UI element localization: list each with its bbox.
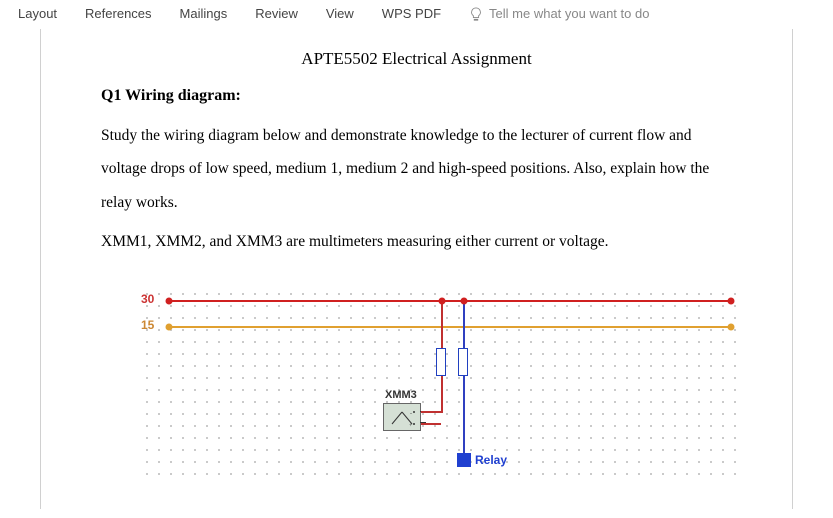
wire-rail-30 [169, 300, 731, 302]
node-rail30-end [728, 298, 735, 305]
label-relay: Relay [475, 453, 507, 467]
multimeter-xmm3: - + [383, 403, 421, 431]
page-canvas: APTE5502 Electrical Assignment Q1 Wiring… [0, 29, 833, 509]
wire-rail-15 [169, 326, 731, 328]
tab-references[interactable]: References [85, 6, 151, 21]
xmm-lead-bot [421, 423, 441, 425]
tab-wps-pdf[interactable]: WPS PDF [382, 6, 441, 21]
component-a [436, 348, 446, 376]
node-rail15-start [166, 324, 173, 331]
question-heading: Q1 Wiring diagram: [101, 87, 732, 105]
tab-review[interactable]: Review [255, 6, 298, 21]
wiring-diagram: 30 15 XMM3 - + [101, 278, 741, 478]
tell-me-search[interactable]: Tell me what you want to do [469, 6, 649, 21]
document-title: APTE5502 Electrical Assignment [101, 49, 732, 69]
lightbulb-icon [469, 7, 483, 21]
paragraph-2: XMM1, XMM2, and XMM3 are multimeters mea… [101, 225, 732, 258]
tell-me-placeholder: Tell me what you want to do [489, 6, 649, 21]
document-page: APTE5502 Electrical Assignment Q1 Wiring… [40, 29, 793, 509]
ribbon-tabs-row: Layout References Mailings Review View W… [0, 0, 833, 29]
label-xmm3: XMM3 [385, 389, 417, 401]
node-tee-a [439, 298, 446, 305]
tab-mailings[interactable]: Mailings [180, 6, 228, 21]
node-rail30-start [166, 298, 173, 305]
paragraph-1: Study the wiring diagram below and demon… [101, 119, 732, 219]
svg-text:-: - [410, 411, 412, 417]
node-rail15-end [728, 324, 735, 331]
label-15: 15 [141, 318, 154, 332]
node-tee-b [461, 298, 468, 305]
label-30: 30 [141, 292, 154, 306]
svg-text:+: + [409, 423, 413, 429]
tab-view[interactable]: View [326, 6, 354, 21]
wire-drop-b [463, 300, 465, 463]
relay-box [457, 453, 471, 467]
component-b [458, 348, 468, 376]
tab-layout[interactable]: Layout [18, 6, 57, 21]
xmm-lead-top [421, 411, 441, 413]
